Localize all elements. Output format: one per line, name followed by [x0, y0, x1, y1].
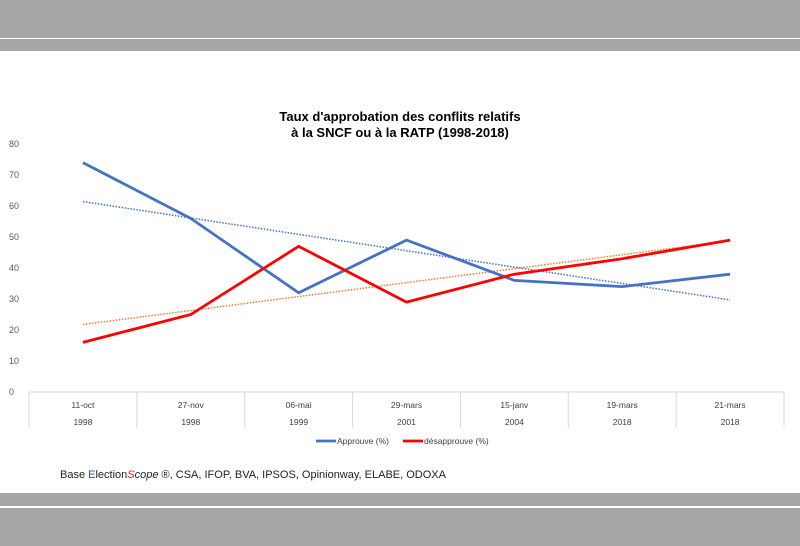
y-tick-label: 10	[9, 356, 19, 366]
source-suffix: ®, CSA, IFOP, BVA, IPSOS, Opinionway, EL…	[158, 469, 446, 481]
footer-band	[0, 493, 800, 506]
series-line	[82, 238, 731, 344]
x-tick-label: 15-janv	[500, 400, 529, 410]
chart-title-line: Taux d'approbation des conflits relatifs	[279, 109, 520, 124]
x-tick-label: 27-nov	[178, 400, 205, 410]
y-tick-label: 30	[9, 294, 19, 304]
x-tick-label: 19-mars	[607, 400, 638, 410]
x-tick-year: 1998	[181, 417, 200, 427]
x-tick-year: 2001	[397, 417, 416, 427]
x-tick-year: 1998	[73, 417, 92, 427]
y-tick-label: 70	[9, 170, 19, 180]
source-s: S	[127, 469, 135, 481]
x-tick-year: 2004	[505, 417, 524, 427]
x-tick-label: 29-mars	[391, 400, 422, 410]
legend-label: Approuve (%)	[337, 436, 389, 446]
x-tick-label: 11-oct	[71, 400, 95, 410]
x-tick-year: 1999	[289, 417, 308, 427]
y-tick-label: 0	[9, 387, 14, 397]
source-lection: lection	[95, 469, 128, 481]
legend-label: désapprouve (%)	[424, 436, 489, 446]
y-tick-label: 20	[9, 325, 19, 335]
footer-band-lower	[0, 508, 800, 546]
chart-title-line: à la SNCF ou à la RATP (1998-2018)	[291, 125, 509, 140]
y-tick-label: 40	[9, 263, 19, 273]
y-tick-label: 50	[9, 232, 19, 242]
x-tick-year: 2018	[721, 417, 740, 427]
header-band	[0, 0, 800, 38]
x-tick-label: 06-mai	[286, 400, 312, 410]
source-cope: cope	[134, 469, 159, 481]
trendline	[82, 240, 731, 326]
y-tick-label: 80	[9, 139, 19, 149]
y-tick-label: 60	[9, 201, 19, 211]
source-note: Base ElectionScope ®, CSA, IFOP, BVA, IP…	[60, 469, 446, 481]
source-e: E	[88, 469, 96, 481]
source-prefix: Base	[60, 469, 89, 481]
x-tick-year: 2018	[613, 417, 632, 427]
header-band-lower	[0, 39, 800, 51]
x-tick-label: 21-mars	[714, 400, 745, 410]
series-line	[82, 161, 731, 295]
